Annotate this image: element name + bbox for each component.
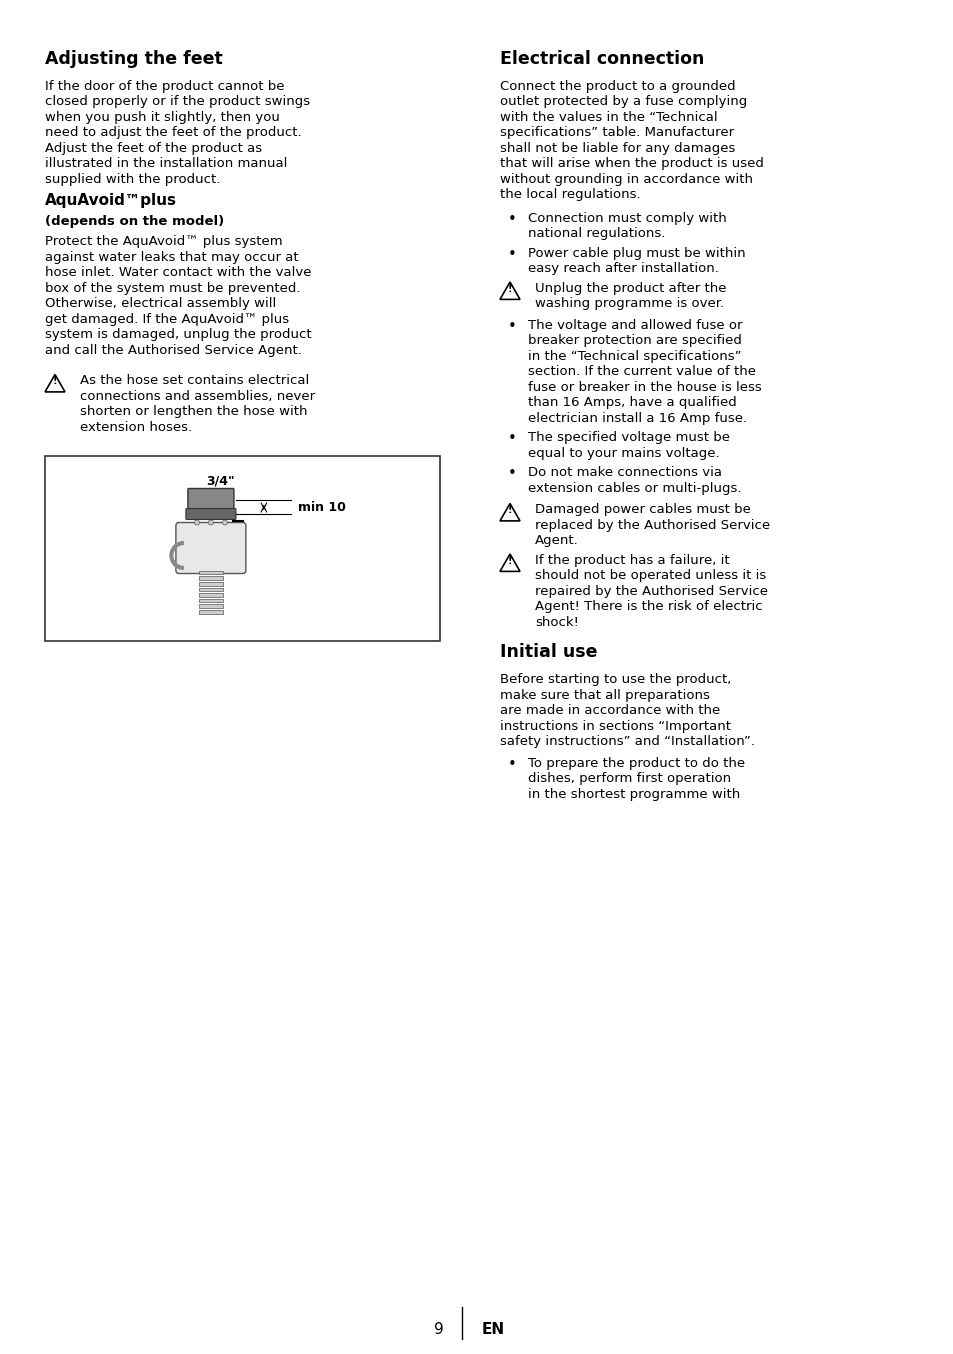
Text: To prepare the product to do the: To prepare the product to do the <box>527 757 744 770</box>
Text: Initial use: Initial use <box>499 643 597 662</box>
Circle shape <box>208 520 213 525</box>
Text: !: ! <box>507 284 512 294</box>
Text: AquAvoid™plus: AquAvoid™plus <box>45 194 177 209</box>
Text: The specified voltage must be: The specified voltage must be <box>527 432 729 444</box>
Circle shape <box>222 520 227 525</box>
Text: shorten or lengthen the hose with: shorten or lengthen the hose with <box>80 405 307 418</box>
Text: electrician install a 16 Amp fuse.: electrician install a 16 Amp fuse. <box>527 412 746 425</box>
Text: extension cables or multi-plugs.: extension cables or multi-plugs. <box>527 482 740 496</box>
Text: Adjust the feet of the product as: Adjust the feet of the product as <box>45 142 262 154</box>
Text: equal to your mains voltage.: equal to your mains voltage. <box>527 447 719 460</box>
Text: Agent! There is the risk of electric: Agent! There is the risk of electric <box>535 601 761 613</box>
Text: •: • <box>507 320 517 334</box>
Text: 9: 9 <box>434 1322 443 1336</box>
Text: shock!: shock! <box>535 616 578 630</box>
Text: •: • <box>507 467 517 482</box>
Text: EN: EN <box>481 1322 504 1336</box>
Text: If the product has a failure, it: If the product has a failure, it <box>535 554 729 567</box>
Text: 3/4": 3/4" <box>206 474 234 487</box>
Text: instructions in sections “Important: instructions in sections “Important <box>499 720 730 733</box>
Text: Adjusting the feet: Adjusting the feet <box>45 50 222 68</box>
Text: need to adjust the feet of the product.: need to adjust the feet of the product. <box>45 126 301 139</box>
Text: get damaged. If the AquAvoid™ plus: get damaged. If the AquAvoid™ plus <box>45 313 289 326</box>
Text: easy reach after installation.: easy reach after installation. <box>527 263 719 275</box>
Bar <box>198 577 223 580</box>
Text: than 16 Amps, have a qualified: than 16 Amps, have a qualified <box>527 397 736 409</box>
Text: illustrated in the installation manual: illustrated in the installation manual <box>45 157 287 171</box>
Text: Connect the product to a grounded: Connect the product to a grounded <box>499 80 735 93</box>
Text: As the hose set contains electrical: As the hose set contains electrical <box>80 375 309 387</box>
Bar <box>198 582 223 585</box>
Bar <box>198 598 223 603</box>
Text: Electrical connection: Electrical connection <box>499 50 703 68</box>
Text: in the shortest programme with: in the shortest programme with <box>527 788 740 802</box>
Circle shape <box>194 520 199 525</box>
Text: extension hoses.: extension hoses. <box>80 421 192 435</box>
Text: the local regulations.: the local regulations. <box>499 188 640 202</box>
Bar <box>45 456 439 642</box>
Bar <box>198 611 223 613</box>
Text: Before starting to use the product,: Before starting to use the product, <box>499 673 731 686</box>
Text: with the values in the “Technical: with the values in the “Technical <box>499 111 717 125</box>
Text: in the “Technical specifications”: in the “Technical specifications” <box>527 349 740 363</box>
Text: safety instructions” and “Installation”.: safety instructions” and “Installation”. <box>499 735 754 749</box>
Text: dishes, perform first operation: dishes, perform first operation <box>527 773 730 785</box>
Text: box of the system must be prevented.: box of the system must be prevented. <box>45 282 300 295</box>
Text: when you push it slightly, then you: when you push it slightly, then you <box>45 111 279 125</box>
Text: •: • <box>507 213 517 227</box>
Text: repaired by the Authorised Service: repaired by the Authorised Service <box>535 585 767 598</box>
Text: supplied with the product.: supplied with the product. <box>45 173 220 185</box>
Bar <box>198 604 223 608</box>
FancyBboxPatch shape <box>188 489 233 513</box>
Bar <box>198 588 223 592</box>
Text: section. If the current value of the: section. If the current value of the <box>527 366 755 379</box>
Text: shall not be liable for any damages: shall not be liable for any damages <box>499 142 735 154</box>
Text: system is damaged, unplug the product: system is damaged, unplug the product <box>45 329 312 341</box>
Text: against water leaks that may occur at: against water leaks that may occur at <box>45 250 298 264</box>
Text: Connection must comply with: Connection must comply with <box>527 213 726 225</box>
Text: outlet protected by a fuse complying: outlet protected by a fuse complying <box>499 96 746 108</box>
Text: fuse or breaker in the house is less: fuse or breaker in the house is less <box>527 380 760 394</box>
Text: •: • <box>507 757 517 772</box>
Text: Otherwise, electrical assembly will: Otherwise, electrical assembly will <box>45 298 276 310</box>
Text: replaced by the Authorised Service: replaced by the Authorised Service <box>535 519 769 532</box>
Text: !: ! <box>507 556 512 566</box>
Text: hose inlet. Water contact with the valve: hose inlet. Water contact with the valve <box>45 267 312 279</box>
Text: that will arise when the product is used: that will arise when the product is used <box>499 157 763 171</box>
Text: specifications” table. Manufacturer: specifications” table. Manufacturer <box>499 126 734 139</box>
Text: Unplug the product after the: Unplug the product after the <box>535 282 726 295</box>
Text: make sure that all preparations: make sure that all preparations <box>499 689 709 701</box>
Text: washing programme is over.: washing programme is over. <box>535 298 723 310</box>
Text: !: ! <box>507 505 512 516</box>
Text: Do not make connections via: Do not make connections via <box>527 467 721 479</box>
Bar <box>198 570 223 574</box>
Text: should not be operated unless it is: should not be operated unless it is <box>535 570 765 582</box>
Text: are made in accordance with the: are made in accordance with the <box>499 704 720 718</box>
Text: connections and assemblies, never: connections and assemblies, never <box>80 390 314 403</box>
Text: without grounding in accordance with: without grounding in accordance with <box>499 173 752 185</box>
Text: breaker protection are specified: breaker protection are specified <box>527 334 741 348</box>
Text: Agent.: Agent. <box>535 535 578 547</box>
FancyBboxPatch shape <box>186 509 235 520</box>
Text: If the door of the product cannot be: If the door of the product cannot be <box>45 80 284 93</box>
Text: The voltage and allowed fuse or: The voltage and allowed fuse or <box>527 320 741 332</box>
Text: and call the Authorised Service Agent.: and call the Authorised Service Agent. <box>45 344 301 357</box>
Text: •: • <box>507 246 517 263</box>
Text: (depends on the model): (depends on the model) <box>45 215 224 229</box>
Bar <box>198 593 223 597</box>
Text: •: • <box>507 432 517 447</box>
Text: Protect the AquAvoid™ plus system: Protect the AquAvoid™ plus system <box>45 236 282 249</box>
Text: closed properly or if the product swings: closed properly or if the product swings <box>45 96 310 108</box>
Text: !: ! <box>52 376 57 386</box>
Text: national regulations.: national regulations. <box>527 227 664 241</box>
Text: min 10: min 10 <box>297 501 345 515</box>
FancyBboxPatch shape <box>175 523 246 574</box>
Text: Damaged power cables must be: Damaged power cables must be <box>535 504 750 516</box>
Text: Power cable plug must be within: Power cable plug must be within <box>527 246 745 260</box>
